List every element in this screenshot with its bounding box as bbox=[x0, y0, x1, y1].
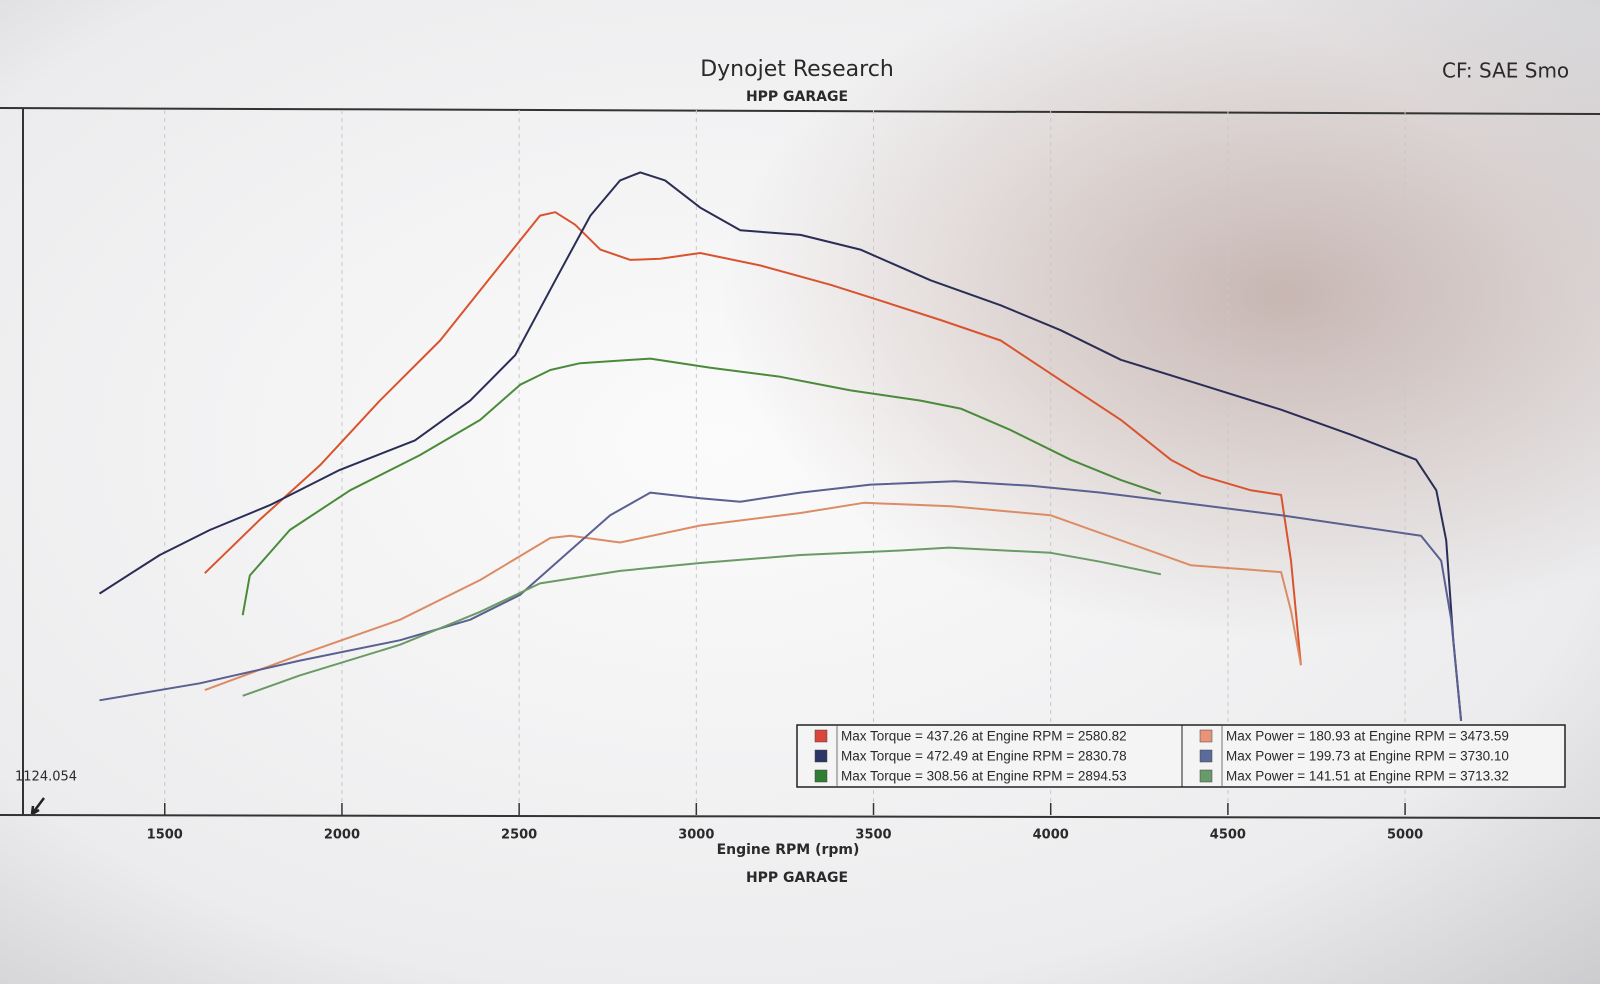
legend-swatch bbox=[814, 769, 828, 783]
x-tick-label: 5000 bbox=[1387, 828, 1423, 843]
legend-label: Max Torque = 472.49 at Engine RPM = 2830… bbox=[841, 749, 1127, 764]
legend-swatch bbox=[1199, 729, 1213, 743]
series-line bbox=[241, 357, 1162, 616]
cursor-readout: 1124.054 bbox=[15, 770, 77, 785]
x-tick-label: 3500 bbox=[855, 828, 891, 843]
x-tick-label: 2000 bbox=[324, 828, 360, 843]
legend-swatch bbox=[814, 729, 828, 743]
x-tick-label: 2500 bbox=[501, 828, 537, 843]
x-axis-line bbox=[0, 814, 1600, 819]
series-line bbox=[242, 546, 1162, 697]
legend-label: Max Power = 199.73 at Engine RPM = 3730.… bbox=[1226, 749, 1509, 764]
series-line bbox=[204, 501, 1302, 692]
corner-note: CF: SAE Smo bbox=[1442, 59, 1569, 83]
x-tick-label: 3000 bbox=[678, 828, 714, 843]
legend-label: Max Torque = 308.56 at Engine RPM = 2894… bbox=[841, 769, 1127, 784]
legend-swatch bbox=[1199, 749, 1213, 763]
legend-label: Max Torque = 437.26 at Engine RPM = 2580… bbox=[841, 729, 1127, 744]
x-tick-label: 4000 bbox=[1033, 828, 1069, 843]
x-tick-label: 4500 bbox=[1210, 828, 1246, 843]
x-axis-label: Engine RPM (rpm) bbox=[717, 842, 860, 858]
legend-swatch bbox=[1199, 769, 1213, 783]
legend-label: Max Power = 141.51 at Engine RPM = 3713.… bbox=[1226, 769, 1509, 784]
chart-title: Dynojet Research bbox=[700, 57, 894, 82]
plot-top-border bbox=[0, 107, 1600, 115]
chart-subtitle: HPP GARAGE bbox=[746, 89, 848, 105]
legend-box bbox=[796, 724, 1566, 788]
x-tick-label: 1500 bbox=[147, 828, 183, 843]
footer: HPP GARAGE bbox=[746, 870, 848, 886]
series-line bbox=[204, 211, 1302, 666]
legend-label: Max Power = 180.93 at Engine RPM = 3473.… bbox=[1226, 729, 1509, 744]
series-line bbox=[98, 171, 1463, 721]
legend-swatch bbox=[814, 749, 828, 763]
cursor-arrow bbox=[30, 797, 45, 816]
